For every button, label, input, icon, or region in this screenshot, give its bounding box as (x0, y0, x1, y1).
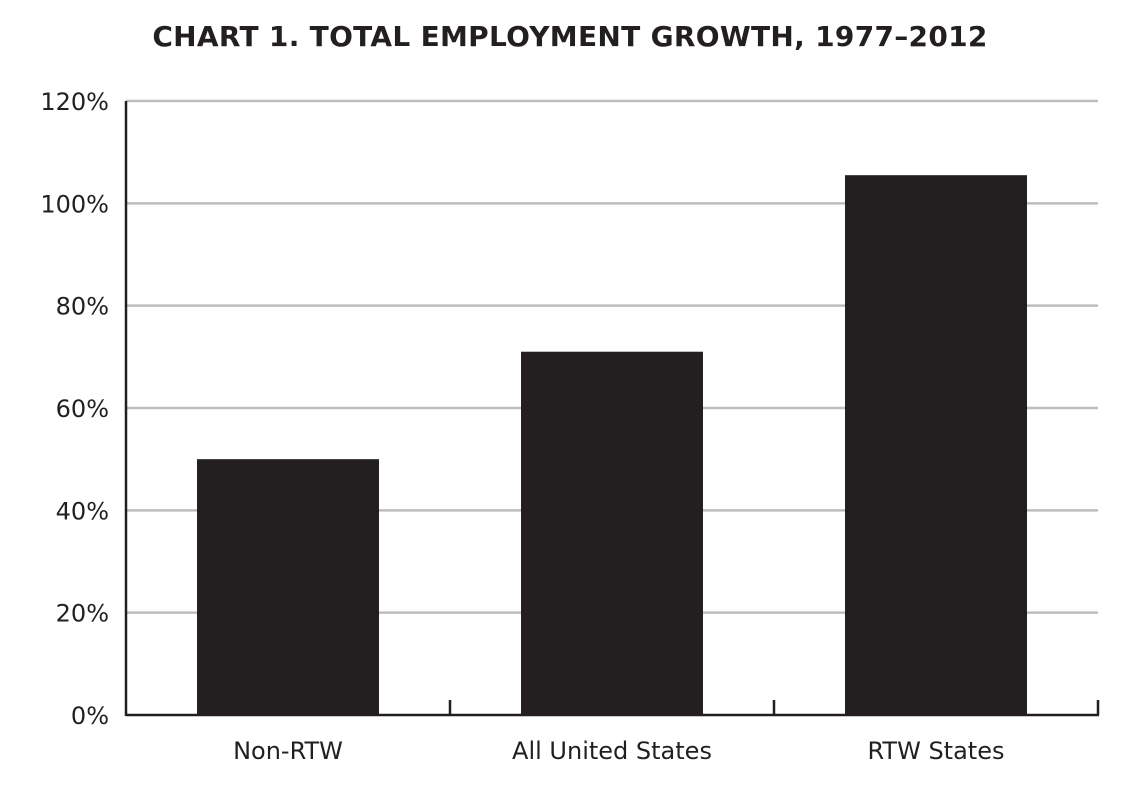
y-tick-label: 100% (40, 190, 109, 218)
x-tick-label: All United States (512, 737, 712, 765)
x-tick-label: Non-RTW (233, 737, 343, 765)
bar (845, 175, 1027, 716)
bar (197, 459, 379, 715)
chart-title: CHART 1. TOTAL EMPLOYMENT GROWTH, 1977–2… (152, 20, 988, 53)
bar (521, 351, 703, 715)
y-tick-label: 120% (40, 88, 109, 116)
y-tick-label: 80% (56, 293, 109, 321)
y-tick-label: 40% (56, 497, 109, 525)
tick-labels: 0% 20% 40% 60% 80% 100% 120% Non-RTW All United … (40, 88, 1004, 765)
x-tick-label: RTW States (868, 737, 1005, 765)
y-tick-label: 60% (56, 395, 109, 423)
y-tick-label: 20% (56, 600, 109, 628)
axes (124, 101, 1100, 717)
y-tick-label: 0% (71, 702, 109, 730)
bars (197, 175, 1027, 716)
